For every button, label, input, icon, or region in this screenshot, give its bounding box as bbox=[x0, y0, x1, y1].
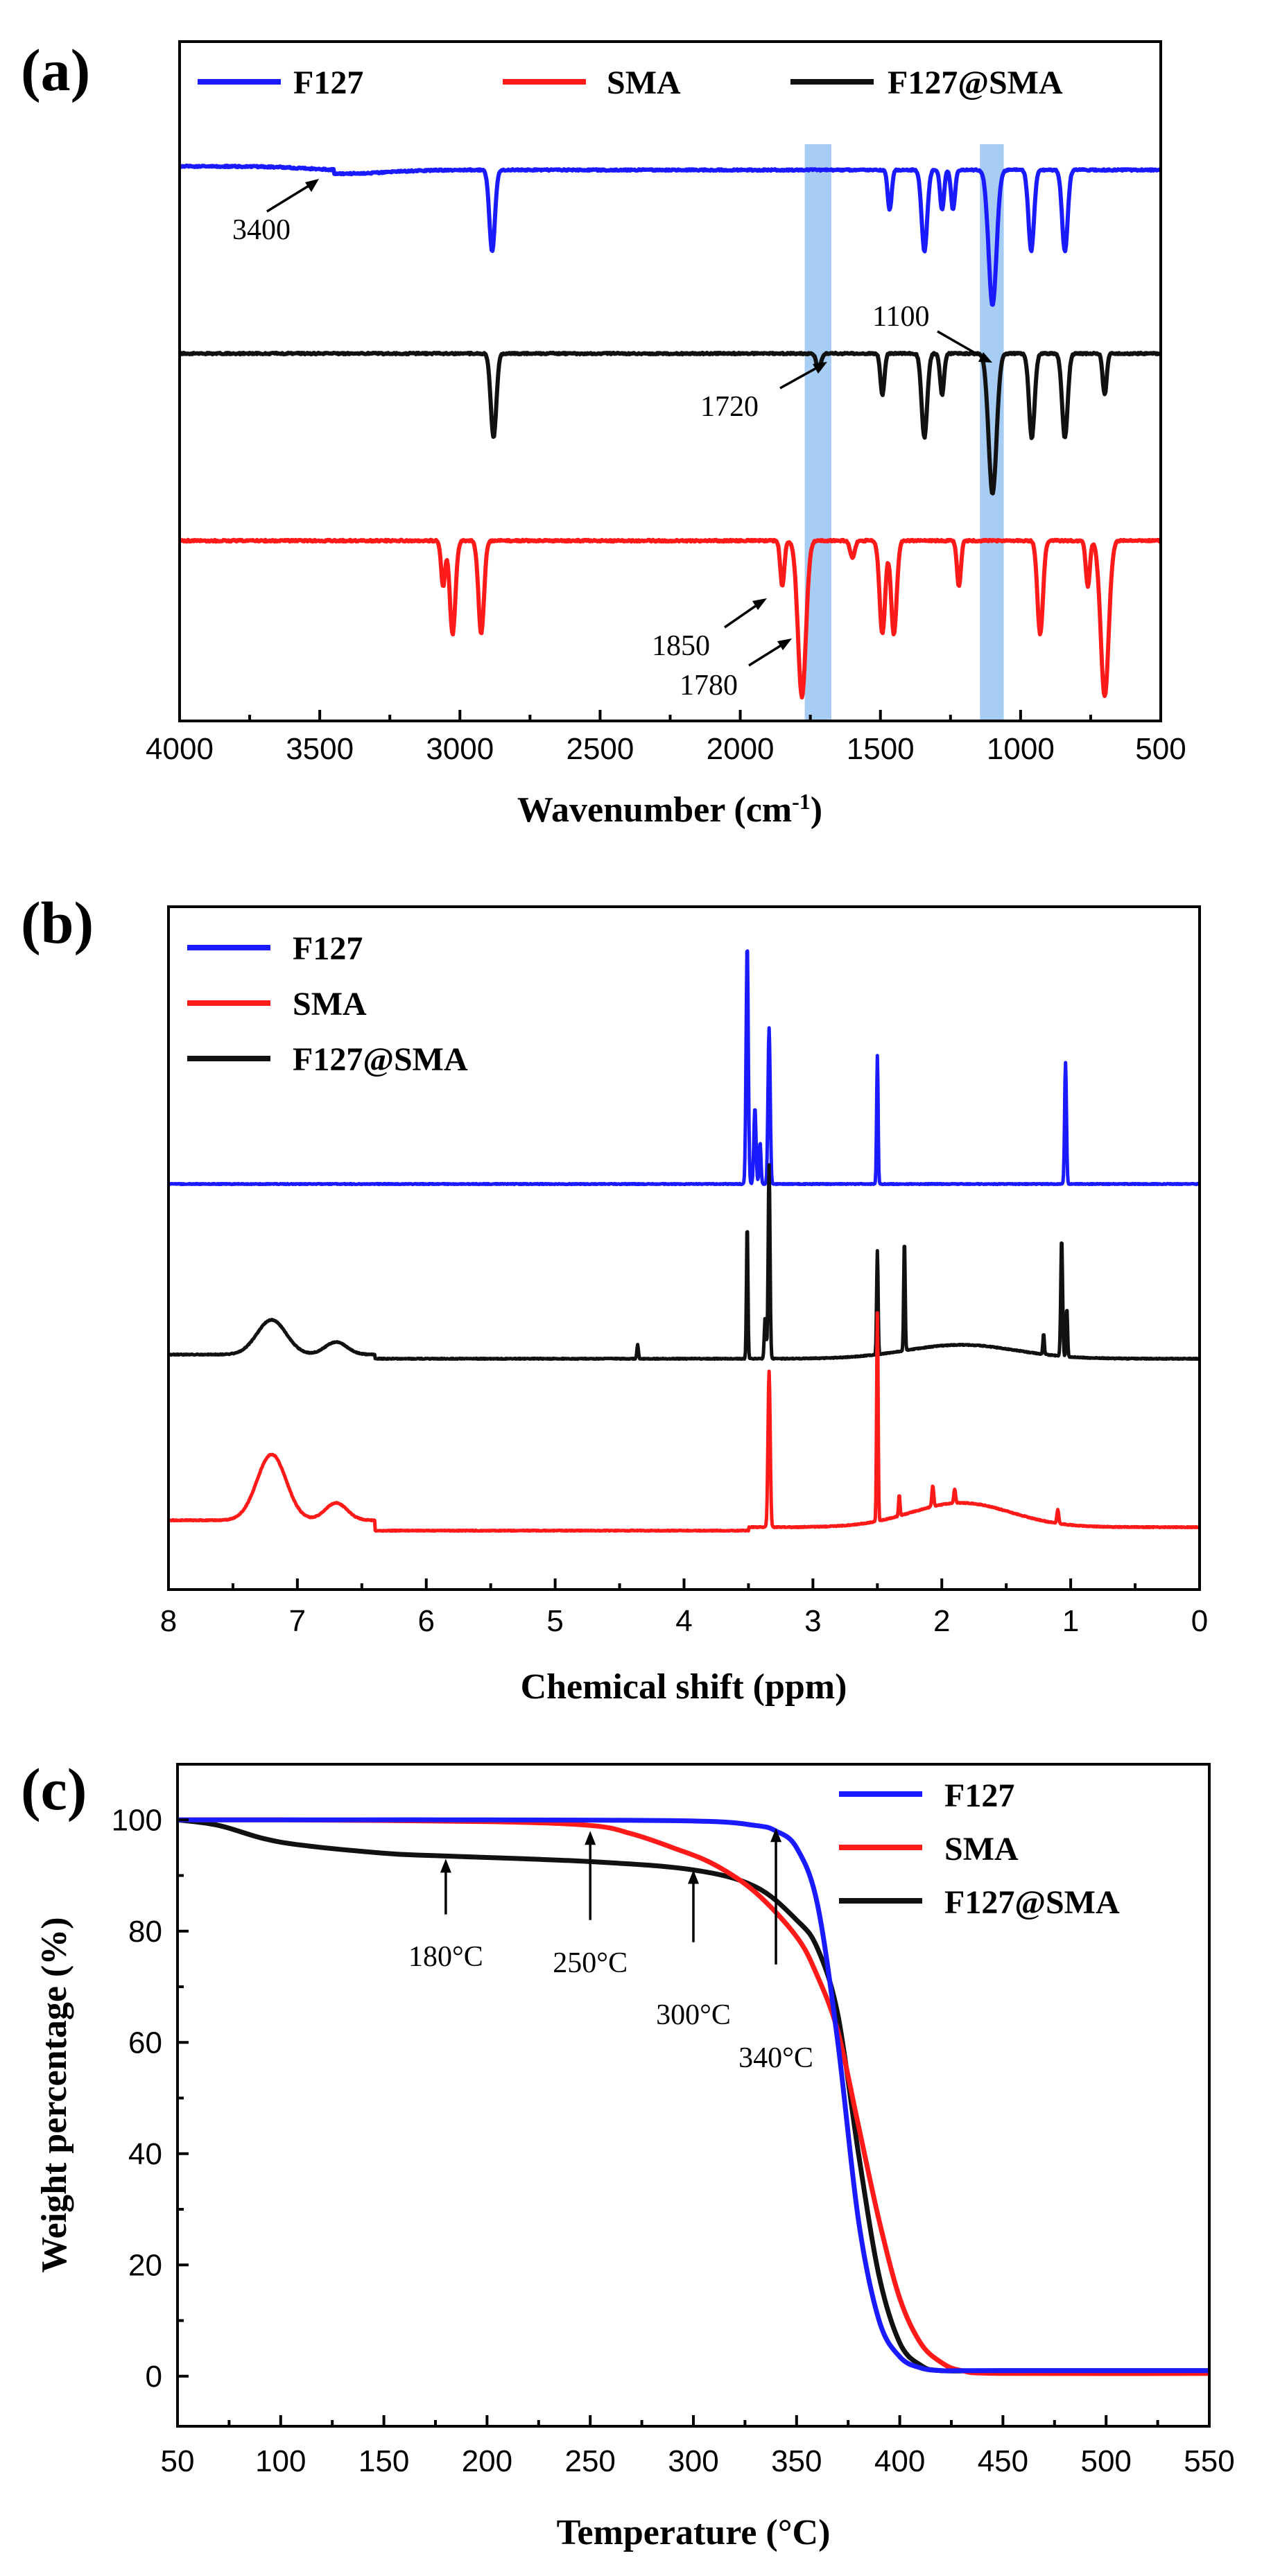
panel-a-ftir: (a) 4000 3500 3000 2500 2000 1500 1000 500 F127… bbox=[21, 37, 1186, 830]
legend-label-f127-sma: F127@SMA bbox=[293, 1041, 468, 1078]
panel-c-ylabel: Weight percentage (%) bbox=[35, 1917, 74, 2272]
annotation-label-340: 340°C bbox=[738, 2042, 813, 2074]
x-tick-label: 2500 bbox=[566, 732, 634, 766]
panel-b-letter: (b) bbox=[21, 889, 94, 956]
x-tick-label: 3 bbox=[804, 1604, 821, 1638]
x-tick-label: 100 bbox=[255, 2444, 306, 2478]
annotation-1720-label: 1720 bbox=[700, 391, 759, 423]
nmr-line-f127 bbox=[166, 949, 1201, 1187]
highlight-bands bbox=[804, 144, 1004, 721]
x-tick-label: 300 bbox=[668, 2444, 718, 2478]
panel-a-frame bbox=[178, 40, 1162, 722]
x-tick-label: 200 bbox=[462, 2444, 512, 2478]
annotation-arrowhead-250 bbox=[585, 1831, 596, 1845]
annotation-1100: 1100 bbox=[872, 301, 992, 363]
annotation-1780: 1780 bbox=[680, 638, 792, 702]
x-tick-label: 400 bbox=[874, 2444, 925, 2478]
legend-label-f127-sma: F127@SMA bbox=[888, 64, 1063, 101]
x-tick-label: 7 bbox=[289, 1604, 306, 1638]
annotation-1100-label: 1100 bbox=[872, 301, 929, 333]
x-tick-label: 0 bbox=[1191, 1604, 1208, 1638]
x-tick-label: 150 bbox=[358, 2444, 409, 2478]
nmr-series bbox=[166, 949, 1201, 1533]
x-tick-label: 1500 bbox=[847, 732, 915, 766]
legend-label-f127: F127 bbox=[293, 64, 363, 101]
x-tick-label: 5 bbox=[546, 1604, 563, 1638]
x-tick-label: 2000 bbox=[707, 732, 775, 766]
annotation-label-250: 250°C bbox=[553, 1947, 628, 1979]
panel-c-frame bbox=[176, 1763, 1211, 2428]
x-tick-label: 500 bbox=[1080, 2444, 1131, 2478]
y-tick-label: 100 bbox=[112, 1803, 162, 1837]
annotation-label-180: 180°C bbox=[408, 1941, 483, 1973]
annotation-3400: 3400 bbox=[232, 179, 319, 246]
highlight-band-1 bbox=[980, 144, 1004, 721]
annotation-1780-label: 1780 bbox=[680, 670, 738, 702]
x-tick-label: 2 bbox=[933, 1604, 950, 1638]
panel-b-nmr: (b) 8 7 6 5 4 3 2 1 0 F127 SMA F127@SMA Chemical… bbox=[21, 889, 1208, 1707]
x-axis-ticks: 8 7 6 5 4 3 2 1 0 bbox=[160, 1578, 1208, 1638]
y-tick-label: 40 bbox=[128, 2137, 162, 2171]
y-tick-label: 20 bbox=[128, 2248, 162, 2282]
x-tick-label: 3500 bbox=[286, 732, 354, 766]
legend-label-f127: F127 bbox=[293, 930, 363, 967]
annotation-1720: 1720 bbox=[700, 362, 827, 423]
ftir-series bbox=[178, 164, 1162, 699]
ftir-line-sma bbox=[178, 537, 1162, 699]
axis-ticks: 50 100 150 200 250 300 350 400 450 500 550 0 20 40 60 8… bbox=[112, 1803, 1235, 2478]
annotation-1850-label: 1850 bbox=[652, 630, 710, 662]
legend-label-sma: SMA bbox=[607, 64, 681, 101]
annotation-3400-label: 3400 bbox=[232, 214, 291, 246]
legend-label-sma: SMA bbox=[944, 1831, 1019, 1868]
x-tick-label: 6 bbox=[418, 1604, 435, 1638]
nmr-line-sma bbox=[167, 1311, 1201, 1533]
annotation-label-300: 300°C bbox=[656, 1999, 731, 2031]
x-axis-ticks: 4000 3500 3000 2500 2000 1500 1000 500 bbox=[146, 710, 1186, 766]
x-tick-label: 4 bbox=[675, 1604, 692, 1638]
y-tick-label: 0 bbox=[146, 2360, 162, 2394]
highlight-band-0 bbox=[804, 144, 831, 721]
y-tick-label: 60 bbox=[128, 2026, 162, 2060]
legend-label-sma: SMA bbox=[293, 986, 367, 1022]
panel-a-xlabel: Wavenumber (cm-1) bbox=[517, 789, 822, 830]
ftir-line-f127 bbox=[178, 164, 1161, 307]
legend-label-f127-sma: F127@SMA bbox=[944, 1884, 1120, 1921]
x-tick-label: 350 bbox=[771, 2444, 822, 2478]
nmr-line-f127-sma bbox=[167, 1163, 1201, 1361]
x-tick-label: 250 bbox=[564, 2444, 615, 2478]
annotation-arrowhead-300 bbox=[688, 1870, 699, 1884]
tga-line-f127 bbox=[178, 1817, 1209, 2374]
x-tick-label: 50 bbox=[161, 2444, 195, 2478]
x-tick-label: 500 bbox=[1135, 732, 1186, 766]
panel-c-xlabel: Temperature (°C) bbox=[557, 2513, 831, 2552]
annotation-arrowhead-180 bbox=[440, 1859, 451, 1873]
x-tick-label: 450 bbox=[978, 2444, 1028, 2478]
panel-c-letter: (c) bbox=[21, 1756, 87, 1822]
x-tick-label: 3000 bbox=[426, 732, 494, 766]
y-tick-label: 80 bbox=[128, 1915, 162, 1949]
tga-series bbox=[177, 1817, 1210, 2376]
x-tick-label: 550 bbox=[1184, 2444, 1234, 2478]
x-tick-label: 1 bbox=[1062, 1604, 1079, 1638]
ftir-line-f127-sma bbox=[178, 350, 1161, 496]
panel-a-letter: (a) bbox=[21, 37, 90, 103]
x-tick-label: 1000 bbox=[987, 732, 1055, 766]
panel-b-xlabel: Chemical shift (ppm) bbox=[521, 1667, 847, 1707]
legend-label-f127: F127 bbox=[944, 1777, 1014, 1814]
x-tick-label: 4000 bbox=[146, 732, 214, 766]
annotation-arrowhead-340 bbox=[770, 1828, 782, 1843]
annotation-1850: 1850 bbox=[652, 598, 767, 662]
x-tick-label: 8 bbox=[160, 1604, 177, 1638]
panel-c-tga: (c) 50 100 150 200 250 300 350 400 450 500 550 0 20 4… bbox=[21, 1756, 1235, 2552]
